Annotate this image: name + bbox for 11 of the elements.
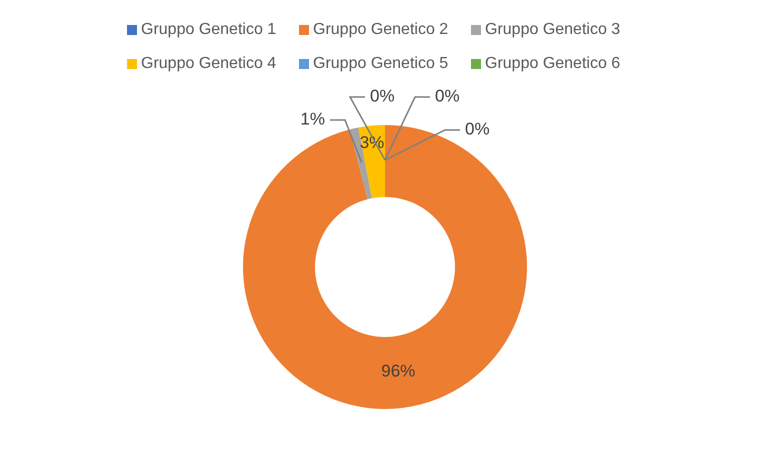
legend-label: Gruppo Genetico 2 [313, 21, 448, 38]
text: 0% [435, 86, 460, 106]
data-label: 1% [300, 109, 325, 128]
legend-label: Gruppo Genetico 4 [141, 55, 276, 72]
text: 0% [465, 119, 490, 138]
data-label: 96% [381, 362, 416, 381]
legend-label: Gruppo Genetico 3 [485, 21, 620, 38]
text: 0% [370, 86, 395, 106]
legend-label: Gruppo Genetico 6 [485, 55, 620, 72]
legend-label: Gruppo Genetico 1 [141, 21, 276, 38]
legend-label: Gruppo Genetico 5 [313, 55, 448, 72]
